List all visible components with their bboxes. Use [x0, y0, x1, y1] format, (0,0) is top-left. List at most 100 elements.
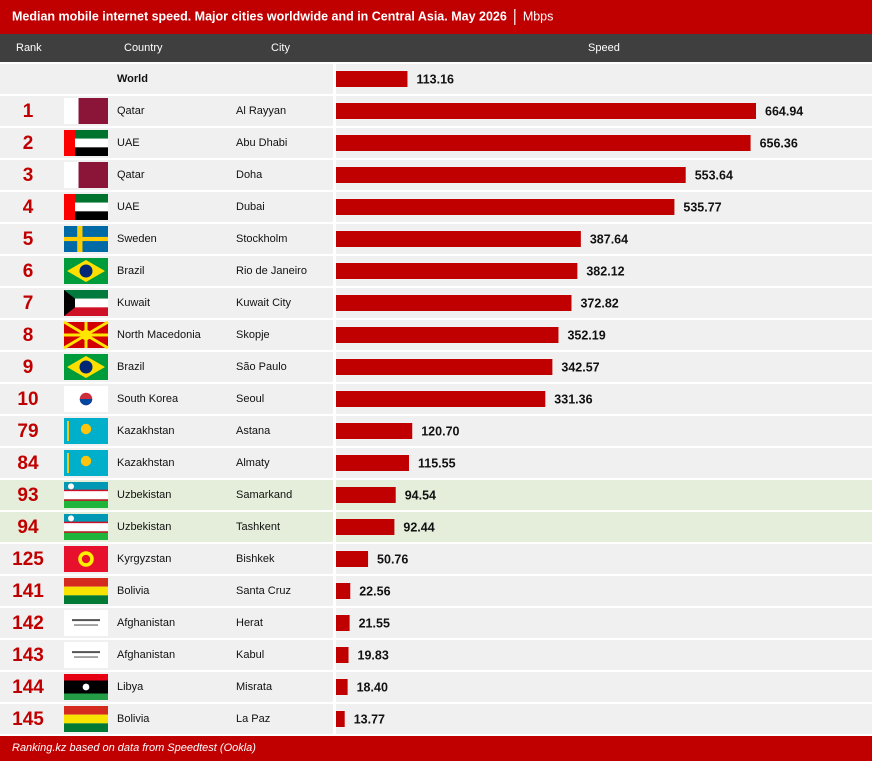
country: Kuwait: [117, 297, 150, 309]
rank: 143: [12, 645, 44, 666]
country: Bolivia: [117, 713, 150, 725]
flag-part: [68, 483, 74, 490]
country: Brazil: [117, 265, 145, 277]
rank: 10: [17, 389, 38, 410]
rank: 9: [23, 357, 34, 378]
unit-label: Mbps: [523, 9, 554, 23]
value-label: 19.83: [358, 648, 389, 662]
country: Kazakhstan: [117, 425, 174, 437]
bar: [336, 167, 686, 183]
flag-part: [64, 499, 108, 501]
bar: [336, 103, 756, 119]
row-background: [336, 544, 872, 574]
flag-part: [64, 290, 75, 316]
city: Samarkand: [236, 489, 292, 501]
country: Qatar: [117, 105, 145, 117]
flag: [64, 258, 108, 284]
value-label: 18.40: [357, 680, 388, 694]
row-background: [0, 672, 333, 702]
header-bar: [0, 34, 872, 62]
city: Santa Cruz: [236, 585, 291, 597]
country: Libya: [117, 681, 144, 693]
flag-part: [64, 194, 108, 203]
bar: [336, 391, 546, 407]
flag-part: [74, 656, 98, 658]
value-label: 331.36: [554, 392, 592, 406]
row-background: [0, 96, 333, 126]
flag-part: [64, 499, 108, 508]
flag-part: [81, 554, 91, 564]
country: Uzbekistan: [117, 521, 171, 533]
value-label: 535.77: [683, 200, 721, 214]
flag-part: [64, 723, 108, 732]
bar: [336, 199, 675, 215]
row-background: [0, 64, 333, 94]
row-background: [336, 704, 872, 734]
column-header: City: [271, 42, 290, 54]
flag-part: [78, 162, 108, 188]
flag: [64, 546, 108, 572]
row-background: [0, 320, 333, 350]
row-background: [0, 608, 333, 638]
value-label: 352.19: [567, 328, 605, 342]
row-background: [0, 544, 333, 574]
row-background: [0, 224, 333, 254]
flag-part: [64, 489, 108, 492]
bar: [336, 231, 581, 247]
row-background: [0, 576, 333, 606]
flag-part: [64, 211, 108, 220]
rank: 93: [17, 485, 38, 506]
value-label: 120.70: [421, 424, 459, 438]
flag: [64, 130, 108, 156]
flag-part: [78, 98, 108, 124]
country: South Korea: [117, 393, 179, 405]
rank: 144: [12, 677, 44, 698]
flag-part: [64, 147, 108, 156]
row-background: [336, 608, 872, 638]
flag-part: [64, 490, 108, 500]
bar: [336, 615, 350, 631]
flag-part: [64, 531, 108, 533]
row-background: [0, 416, 333, 446]
country: Sweden: [117, 233, 157, 245]
flag-part: [72, 651, 100, 654]
country: UAE: [117, 137, 140, 149]
flag-part: [64, 610, 108, 636]
value-label: 382.12: [586, 264, 624, 278]
city: Doha: [236, 169, 263, 181]
value-label: 13.77: [354, 712, 385, 726]
rank: 142: [12, 613, 44, 634]
country: World: [117, 73, 148, 85]
flag-part: [80, 423, 92, 435]
bar: [336, 135, 751, 151]
value-label: 387.64: [590, 232, 628, 246]
row-background: [0, 160, 333, 190]
bar: [336, 519, 395, 535]
flag-part: [64, 130, 75, 156]
rank: 2: [23, 133, 34, 154]
flag-part: [64, 514, 108, 523]
rank: 8: [23, 325, 34, 346]
flag-part: [64, 578, 108, 587]
value-label: 372.82: [580, 296, 618, 310]
column-header: Rank: [16, 42, 42, 54]
flag: [64, 706, 108, 732]
value-label: 113.16: [416, 72, 454, 86]
bar: [336, 583, 351, 599]
rank: 141: [12, 581, 44, 602]
city: Dubai: [236, 201, 265, 213]
bar: [336, 455, 409, 471]
bar: [336, 359, 553, 375]
row-background: [336, 640, 872, 670]
value-label: 22.56: [359, 584, 390, 598]
rank: 4: [23, 197, 34, 218]
flag-part: [64, 595, 108, 604]
flag: [64, 642, 108, 668]
country: Afghanistan: [117, 649, 175, 661]
value-label: 664.94: [765, 104, 803, 118]
city: Stockholm: [236, 233, 287, 245]
flag-part: [64, 194, 75, 220]
rank: 84: [17, 453, 39, 474]
chart-title: Median mobile internet speed. Major citi…: [12, 9, 507, 23]
